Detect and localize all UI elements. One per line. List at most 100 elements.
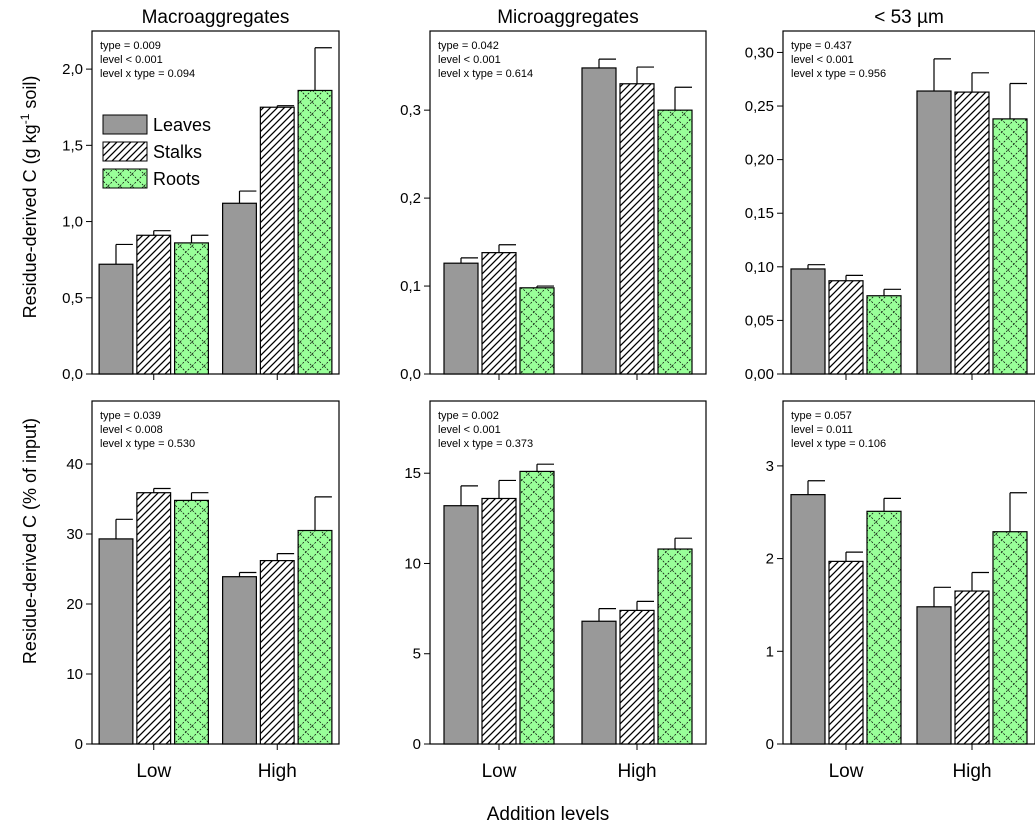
x-tick-label-high: High [258, 761, 297, 782]
stat-annotation-3: level x type = 0.614 [438, 68, 533, 80]
bar-stalks-low [481, 252, 517, 375]
y-tick-label: 20 [66, 596, 83, 613]
bar-leaves-high [581, 620, 617, 745]
stat-annotation-1: type = 0.009 [100, 40, 161, 52]
stat-annotation-2: level < 0.001 [791, 54, 854, 66]
y-tick-label: 1,0 [62, 214, 83, 231]
stat-annotation-3: level x type = 0.373 [438, 438, 533, 450]
bar-roots-high [992, 531, 1028, 745]
stat-annotation-3: level x type = 0.094 [100, 68, 195, 80]
y-tick-label: 0,10 [745, 259, 774, 276]
bar-roots-high [297, 89, 333, 375]
x-tick-label-high: High [952, 761, 991, 782]
stat-annotation-2: level < 0.001 [438, 424, 501, 436]
bar-leaves-low [443, 505, 479, 745]
legend-swatch-stalks [102, 141, 148, 162]
y-tick-label: 10 [66, 666, 83, 683]
legend-swatch-roots [102, 168, 148, 189]
y-tick-label: 0,00 [745, 366, 774, 383]
x-tick-label-low: Low [136, 761, 171, 782]
stat-annotation-2: level < 0.001 [100, 54, 163, 66]
bar-stalks-high [619, 83, 655, 375]
stat-annotation-3: level x type = 0.530 [100, 438, 195, 450]
bar-roots-low [519, 470, 555, 745]
x-tick-label-low: Low [829, 761, 864, 782]
panel-frame-3 [782, 30, 1035, 375]
panel-2: Microaggregates 0,0 0,1 0,2 0,3 type = 0.042 l… [400, 7, 707, 383]
y-tick-label: 0,30 [745, 44, 774, 61]
panel-frame-1 [91, 30, 340, 375]
panels: Macroaggregates 0,0 0,5 1,0 1,5 2,0 type = 0.0… [62, 7, 1035, 782]
bar-stalks-high [619, 609, 655, 745]
bar-stalks-low [828, 560, 864, 745]
y-tick-label: 0,5 [62, 290, 83, 307]
bar-stalks-low [481, 497, 517, 745]
bar-roots-high [657, 109, 693, 375]
bar-roots-high [992, 118, 1028, 375]
legend-label-leaves: Leaves [153, 115, 211, 135]
bar-stalks-high [954, 91, 990, 375]
x-tick-label-high: High [617, 761, 656, 782]
legend-label-roots: Roots [153, 169, 200, 189]
panel-title-2: Microaggregates [497, 7, 639, 28]
stat-annotation-1: type = 0.437 [791, 40, 852, 52]
y-tick-label: 0,20 [745, 152, 774, 169]
y-tick-label: 1 [766, 643, 774, 660]
bar-leaves-low [790, 268, 826, 375]
y-tick-label: 0 [75, 736, 83, 753]
y-tick-label: 15 [404, 465, 421, 482]
bar-leaves-low [790, 494, 826, 745]
panel-frame-4 [91, 400, 340, 745]
bar-stalks-low [136, 234, 172, 375]
panel-frame-5 [429, 400, 707, 745]
y-tick-label: 0,25 [745, 98, 774, 115]
legend-swatch-leaves [102, 114, 148, 135]
bar-leaves-low [98, 263, 134, 375]
panel-title-1: Macroaggregates [142, 7, 290, 28]
y-tick-label: 1,5 [62, 137, 83, 154]
bar-roots-high [297, 529, 333, 745]
bar-roots-low [519, 287, 555, 375]
x-tick-label-low: Low [482, 761, 517, 782]
bar-leaves-high [916, 90, 952, 375]
y-tick-label: 2,0 [62, 61, 83, 78]
panel-4: 0 10 20 30 40 Low High type = 0.039 level < 0.00… [66, 400, 340, 782]
y-tick-label: 3 [766, 458, 774, 475]
stat-annotation-2: level < 0.008 [100, 424, 163, 436]
stat-annotation-1: type = 0.057 [791, 410, 852, 422]
bar-stalks-low [828, 280, 864, 375]
stat-annotation-3: level x type = 0.956 [791, 68, 886, 80]
legend-label-stalks: Stalks [153, 142, 202, 162]
stat-annotation-3: level x type = 0.106 [791, 438, 886, 450]
bar-roots-low [866, 510, 902, 745]
bar-leaves-low [98, 538, 134, 745]
stat-annotation-1: type = 0.042 [438, 40, 499, 52]
y-tick-label: 0,05 [745, 312, 774, 329]
y-tick-label: 0,0 [62, 366, 83, 383]
bar-leaves-high [222, 576, 257, 745]
bar-stalks-high [954, 590, 990, 745]
y-tick-label: 2 [766, 551, 774, 568]
panel-frame-2 [429, 30, 707, 375]
y-axis-label-top: Residue-derived C (g kg-1 soil) [18, 76, 40, 319]
bar-leaves-low [443, 262, 479, 375]
bar-leaves-high [222, 202, 257, 375]
panel-title-3: < 53 µm [874, 7, 944, 28]
y-tick-label: 5 [413, 646, 421, 663]
y-tick-label: 0,3 [400, 102, 421, 119]
stat-annotation-2: level < 0.001 [438, 54, 501, 66]
y-axis-label-top-sup: -1 [18, 113, 32, 124]
y-tick-label: 0 [766, 736, 774, 753]
y-axis-label-top-tail: soil) [20, 76, 40, 114]
bar-roots-low [174, 499, 209, 745]
panel-5: 0 5 10 15 Low High type = 0.002 level < 0.001 le… [404, 400, 707, 782]
y-tick-label: 0,0 [400, 366, 421, 383]
bar-leaves-high [916, 606, 952, 745]
bar-roots-low [866, 295, 902, 375]
y-tick-label: 0,2 [400, 190, 421, 207]
bar-leaves-high [581, 67, 617, 375]
x-axis-label: Addition levels [487, 804, 610, 825]
y-tick-label: 40 [66, 456, 83, 473]
panel-3: < 53 µm 0,00 0,05 0,10 0,15 0,20 0,25 0,30 type … [745, 7, 1035, 383]
